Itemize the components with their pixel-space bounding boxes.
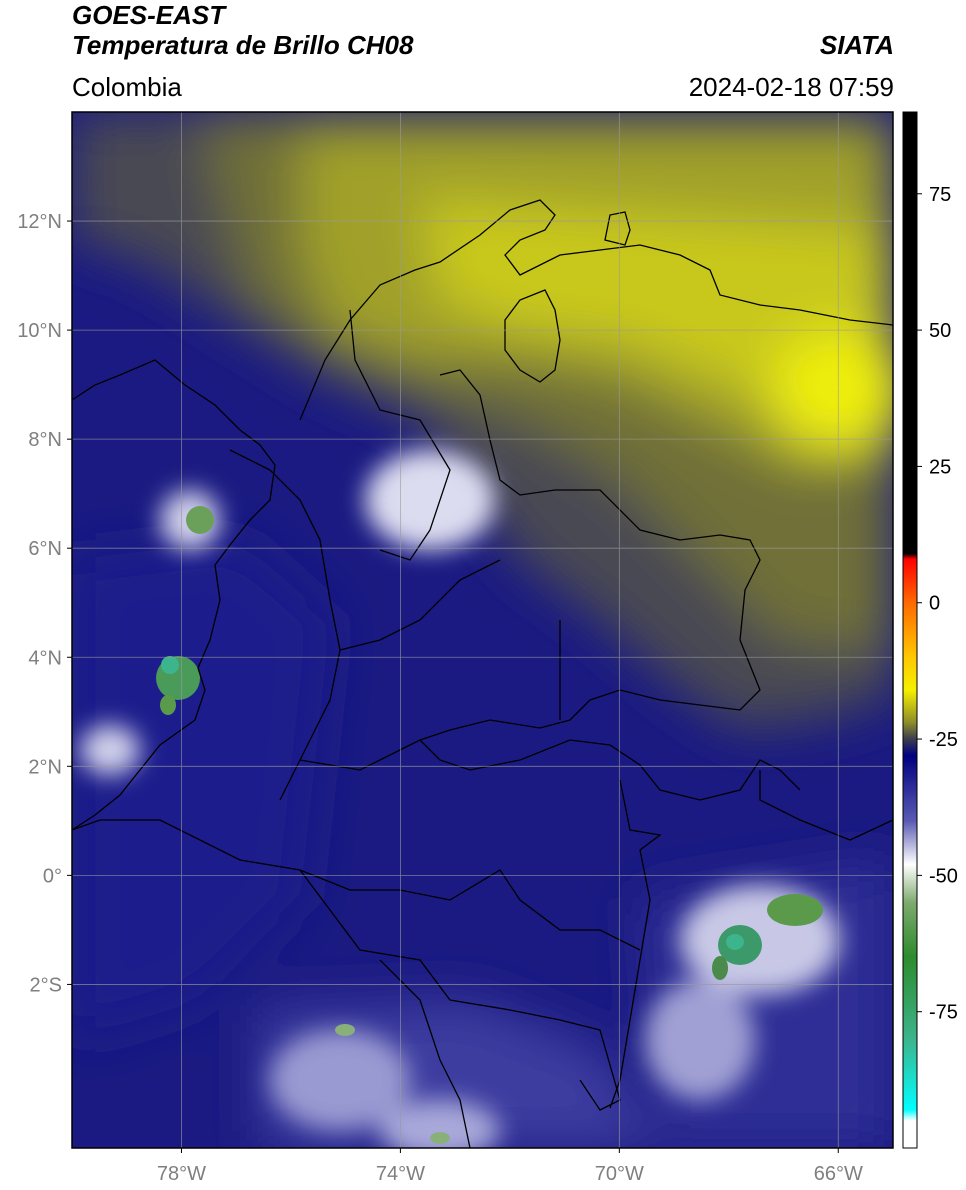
- colorbar-tick-label: -50: [929, 865, 958, 887]
- colorbar-tick-label: 0: [929, 593, 940, 615]
- colorbar-tick-label: 75: [929, 184, 951, 206]
- organization-label: SIATA: [819, 30, 894, 60]
- convective-cores: [156, 506, 823, 1144]
- lat-tick-label: 2°S: [30, 974, 62, 996]
- title-satellite: GOES-EAST: [72, 0, 226, 30]
- grid-lines: [72, 112, 893, 1148]
- lon-tick-label: 66°W: [814, 1163, 863, 1185]
- map-frame: [71, 111, 894, 1149]
- lat-tick-label: 6°N: [28, 538, 62, 560]
- coastlines-and-borders: [72, 199, 893, 1148]
- colorbar-tick-label: -75: [929, 1002, 958, 1024]
- lon-tick-label: 78°W: [157, 1163, 206, 1185]
- colorbar-ticks: 75 50 25 0 -25 -50 -75: [917, 184, 958, 1024]
- lat-tick-label: 4°N: [28, 647, 62, 669]
- title-product: Temperatura de Brillo CH08: [72, 30, 414, 60]
- region-label: Colombia: [72, 72, 182, 102]
- colorbar-tick-label: -25: [929, 729, 958, 751]
- colorbar: 75 50 25 0 -25 -50 -75: [902, 111, 958, 1149]
- lon-tick-label: 70°W: [595, 1163, 644, 1185]
- brightness-temperature-field: [72, 112, 893, 1148]
- colorbar-tick-label: 50: [929, 320, 951, 342]
- longitude-tick-labels: 78°W 74°W 70°W 66°W: [157, 1148, 863, 1185]
- lat-tick-label: 10°N: [17, 320, 62, 342]
- lon-tick-label: 74°W: [376, 1163, 425, 1185]
- colorbar-body: [903, 112, 917, 1148]
- latitude-tick-labels: 12°N 10°N 8°N 6°N 4°N 2°N 0° 2°S: [17, 211, 72, 996]
- lat-tick-label: 12°N: [17, 211, 62, 233]
- lat-tick-label: 0°: [43, 865, 62, 887]
- colorbar-frame: [902, 111, 918, 1149]
- lat-tick-label: 8°N: [28, 429, 62, 451]
- timestamp-label: 2024-02-18 07:59: [688, 72, 894, 102]
- colorbar-tick-label: 25: [929, 456, 951, 478]
- lat-tick-label: 2°N: [28, 756, 62, 778]
